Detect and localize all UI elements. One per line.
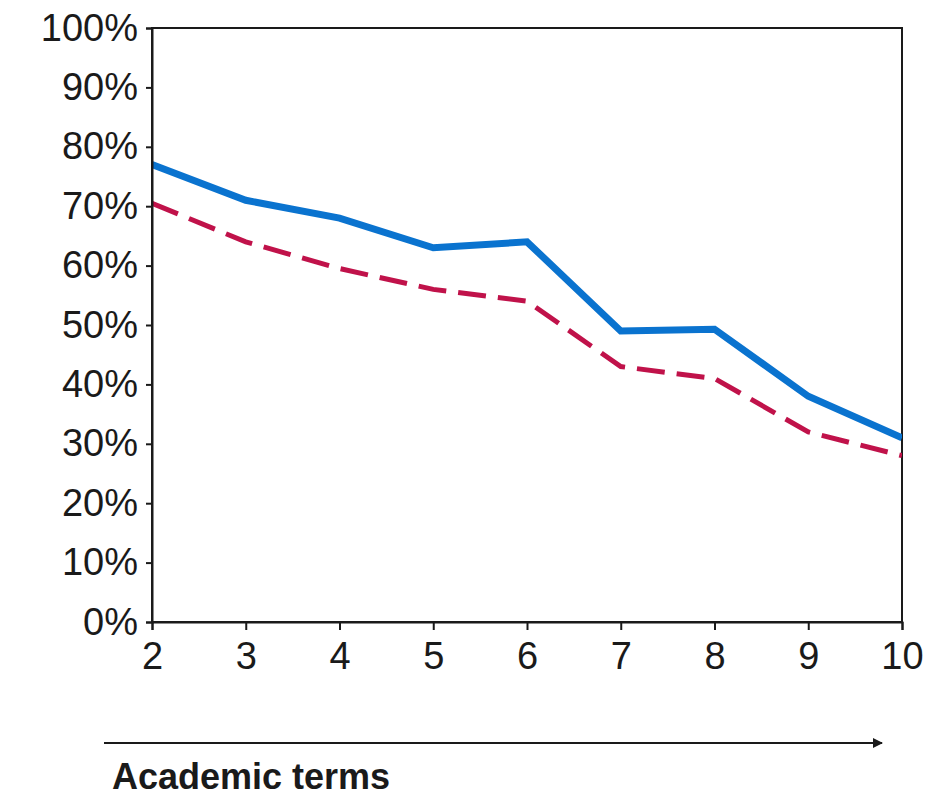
x-tick-mark bbox=[902, 622, 904, 630]
x-tick: 5 bbox=[423, 622, 444, 677]
x-tick-mark bbox=[339, 622, 341, 630]
x-tick-label: 9 bbox=[798, 635, 819, 677]
x-tick: 2 bbox=[142, 622, 163, 677]
y-tick-label: 20% bbox=[62, 482, 138, 524]
x-tick: 10 bbox=[881, 622, 923, 677]
y-tick-mark bbox=[146, 384, 152, 386]
y-tick-label: 70% bbox=[62, 185, 138, 227]
y-tick-mark bbox=[146, 28, 152, 30]
lines bbox=[152, 165, 902, 456]
y-tick: 50% bbox=[62, 304, 152, 346]
y-tick: 80% bbox=[62, 125, 152, 167]
x-tick-label: 10 bbox=[881, 635, 923, 677]
y-tick-mark bbox=[146, 622, 152, 624]
x-axis-title: Academic terms bbox=[112, 756, 390, 797]
x-tick-mark bbox=[620, 622, 622, 630]
y-tick-mark bbox=[146, 87, 152, 89]
x-tick-label: 7 bbox=[611, 635, 632, 677]
x-tick: 9 bbox=[798, 622, 819, 677]
chart: 0% 10% 20% 30% 40% 50% 60% 70% 80% 90% 100% 2 3 4 5 6 7 8… bbox=[0, 0, 934, 802]
y-tick-label: 90% bbox=[62, 66, 138, 108]
x-tick-mark bbox=[245, 622, 247, 630]
y-tick-mark bbox=[146, 325, 152, 327]
y-tick-mark bbox=[146, 443, 152, 445]
y-tick: 60% bbox=[62, 244, 152, 286]
y-tick-label: 30% bbox=[62, 422, 138, 464]
series-line bbox=[152, 165, 902, 438]
y-tick-mark bbox=[146, 206, 152, 208]
y-tick-mark bbox=[146, 146, 152, 148]
x-tick-label: 3 bbox=[236, 635, 257, 677]
y-axis: 0% 10% 20% 30% 40% 50% 60% 70% 80% 90% 100% bbox=[41, 7, 153, 643]
y-tick-mark bbox=[146, 265, 152, 267]
y-tick: 90% bbox=[62, 66, 152, 108]
x-tick-mark bbox=[808, 622, 810, 630]
y-tick-mark bbox=[146, 503, 152, 505]
y-tick-label: 0% bbox=[83, 601, 138, 643]
y-tick-label: 60% bbox=[62, 244, 138, 286]
y-tick: 70% bbox=[62, 185, 152, 227]
y-axis-line bbox=[146, 29, 153, 623]
y-tick: 100% bbox=[41, 7, 152, 49]
y-tick-label: 100% bbox=[41, 7, 138, 49]
x-tick: 8 bbox=[704, 622, 725, 677]
plot: 0% 10% 20% 30% 40% 50% 60% 70% 80% 90% 100% 2 3 4 5 6 7 8… bbox=[41, 7, 924, 677]
x-tick-label: 4 bbox=[329, 635, 350, 677]
x-tick-mark bbox=[527, 622, 529, 630]
y-tick-label: 50% bbox=[62, 304, 138, 346]
x-tick-label: 6 bbox=[517, 635, 538, 677]
x-tick: 6 bbox=[517, 622, 538, 677]
plot-frame bbox=[152, 28, 902, 622]
x-tick-mark bbox=[714, 622, 716, 630]
x-tick-mark bbox=[433, 622, 435, 630]
y-tick: 40% bbox=[62, 363, 152, 405]
y-tick-label: 40% bbox=[62, 363, 138, 405]
y-tick-label: 80% bbox=[62, 125, 138, 167]
x-tick: 3 bbox=[236, 622, 257, 677]
x-tick-mark bbox=[152, 622, 154, 630]
x-tick-label: 8 bbox=[704, 635, 725, 677]
y-tick-label: 10% bbox=[62, 541, 138, 583]
x-axis-line bbox=[153, 623, 903, 631]
y-tick: 10% bbox=[62, 541, 152, 583]
y-tick: 20% bbox=[62, 482, 152, 524]
y-tick-mark bbox=[146, 562, 152, 564]
y-tick: 30% bbox=[62, 422, 152, 464]
x-tick-label: 5 bbox=[423, 635, 444, 677]
x-tick: 7 bbox=[611, 622, 632, 677]
x-tick: 4 bbox=[329, 622, 350, 677]
x-arrow bbox=[104, 742, 882, 744]
x-tick-label: 2 bbox=[142, 635, 163, 677]
series-line bbox=[152, 203, 902, 455]
x-axis: 2 3 4 5 6 7 8 9 10 bbox=[142, 622, 924, 677]
